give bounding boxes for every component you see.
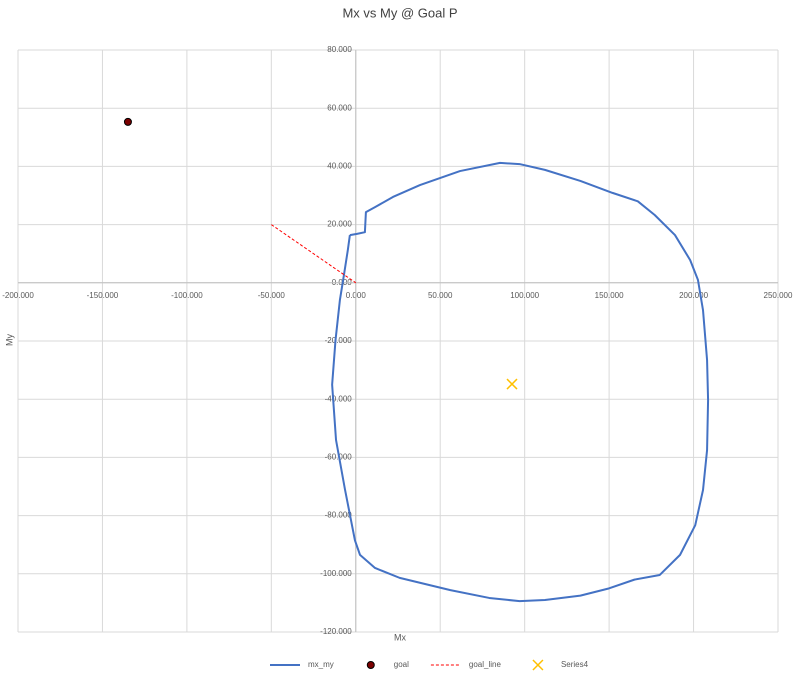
legend-label: mx_my <box>308 660 334 669</box>
x-tick-label: 150.000 <box>595 291 624 300</box>
x-tick-label: -50.000 <box>258 291 286 300</box>
x-tick-label: 250.000 <box>764 291 793 300</box>
chart-title: Mx vs My @ Goal P <box>342 5 457 20</box>
series-line <box>271 224 357 284</box>
y-tick-label: 60.000 <box>327 103 352 112</box>
legend-swatch <box>366 661 375 669</box>
x-tick-label: -200.000 <box>2 291 34 300</box>
legend-item: goal_line <box>430 660 502 669</box>
y-tick-label: 80.000 <box>327 45 352 54</box>
x-tick-label: -100.000 <box>171 291 203 300</box>
y-tick-label: -20.000 <box>325 336 353 345</box>
series <box>123 117 132 126</box>
series <box>506 378 518 390</box>
x-tick-label: -150.000 <box>87 291 119 300</box>
marker <box>506 378 518 390</box>
series-line <box>331 161 710 603</box>
y-tick-label: -80.000 <box>325 511 353 520</box>
legend-label: Series4 <box>561 660 589 669</box>
y-tick-label: -100.000 <box>320 569 352 578</box>
series <box>331 161 710 603</box>
legend-label: goal <box>394 660 409 669</box>
legend-item: mx_my <box>270 660 334 669</box>
legend-item: goal <box>366 660 409 669</box>
x-tick-label: 50.000 <box>428 291 453 300</box>
y-tick-label: 40.000 <box>327 162 352 171</box>
x-axis-title: Mx <box>394 632 406 642</box>
legend-item: Series4 <box>532 659 589 671</box>
grid <box>17 49 779 633</box>
x-tick-label: 100.000 <box>510 291 539 300</box>
y-axis-title: My <box>4 334 14 346</box>
y-tick-label: 20.000 <box>327 220 352 229</box>
legend-label: goal_line <box>469 660 502 669</box>
legend-swatch <box>532 659 544 671</box>
y-tick-label: -120.000 <box>320 627 352 636</box>
x-tick-label: 200.000 <box>679 291 708 300</box>
y-tick-label: -40.000 <box>325 394 353 403</box>
legend: mx_my goal goal_line Series4 <box>270 659 589 671</box>
series <box>271 224 357 284</box>
marker <box>123 117 132 126</box>
